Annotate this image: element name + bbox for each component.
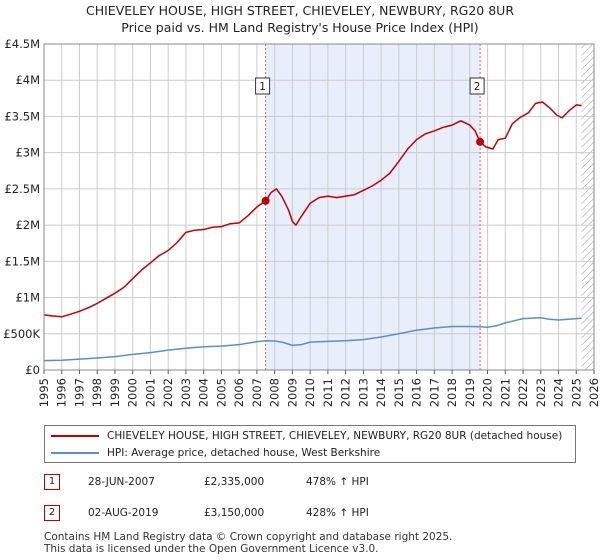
legend-label-property: CHIEVELEY HOUSE, HIGH STREET, CHIEVELEY,… <box>107 430 563 442</box>
footer-line2: This data is licensed under the Open Gov… <box>44 543 379 555</box>
x-tick-label: 2021 <box>498 378 512 407</box>
sale-badge: 1 <box>44 474 60 490</box>
y-tick-label: £1.5M <box>4 254 40 268</box>
y-tick-label: £4.5M <box>4 37 40 51</box>
x-tick-label: 2011 <box>321 378 335 407</box>
sale-hpi-change: 428% ↑ HPI <box>306 507 369 519</box>
legend: CHIEVELEY HOUSE, HIGH STREET, CHIEVELEY,… <box>44 425 576 463</box>
y-tick-label: £4M <box>15 73 40 87</box>
x-tick-label: 1999 <box>108 378 122 407</box>
x-tick-label: 2013 <box>356 378 370 407</box>
y-tick-label: £1M <box>15 291 40 305</box>
chart-title: CHIEVELEY HOUSE, HIGH STREET, CHIEVELEY,… <box>0 2 600 36</box>
y-tick-label: £2.5M <box>4 182 40 196</box>
sale-price: £2,335,000 <box>204 476 265 488</box>
sale-price: £3,150,000 <box>204 507 265 519</box>
x-tick-label: 2024 <box>552 378 566 407</box>
x-tick-label: 2015 <box>392 378 406 407</box>
y-tick-label: £2M <box>15 218 40 232</box>
x-tick-label: 2022 <box>516 378 530 407</box>
sale-marker-label: 2 <box>474 81 481 93</box>
x-tick-label: 2008 <box>268 378 282 407</box>
x-tick-label: 2023 <box>534 378 548 407</box>
plot-border <box>43 43 595 371</box>
y-tick-label: £3.5M <box>4 109 40 123</box>
x-tick-label: 2005 <box>214 378 228 407</box>
x-tick-label: 2007 <box>250 378 264 407</box>
x-tick-label: 2001 <box>143 378 157 407</box>
x-tick-label: 2003 <box>179 378 193 407</box>
x-tick-label: 2002 <box>161 378 175 407</box>
x-tick-label: 2000 <box>126 378 140 407</box>
x-tick-label: 2016 <box>410 378 424 407</box>
price-chart: 1 2 £0 £500K £1M £1.5M £2M £2.5M £3M £3.5M £4M £4.… <box>3 37 600 407</box>
sale-marker-box <box>255 77 271 95</box>
legend-swatch-property <box>51 435 99 437</box>
x-tick-label: 2012 <box>339 378 353 407</box>
x-tick-label: 1996 <box>55 378 69 407</box>
x-tick-label: 2017 <box>427 378 441 407</box>
footer: Contains HM Land Registry data © Crown c… <box>44 531 452 555</box>
sale-hpi-change: 478% ↑ HPI <box>306 476 369 488</box>
legend-label-hpi: HPI: Average price, detached house, West… <box>107 447 381 459</box>
x-tick-label: 2009 <box>285 378 299 407</box>
legend-swatch-hpi <box>51 452 99 454</box>
footer-line1: Contains HM Land Registry data © Crown c… <box>44 531 453 543</box>
hatch-area <box>581 44 594 370</box>
x-tick-label: 1995 <box>37 378 51 407</box>
y-tick-label: £500K <box>3 327 40 341</box>
sale-marker-label: 1 <box>259 81 266 93</box>
y-tick-label: £0 <box>25 363 40 377</box>
legend-item-property: CHIEVELEY HOUSE, HIGH STREET, CHIEVELEY,… <box>51 428 562 444</box>
x-tick-label: 2010 <box>303 378 317 407</box>
hpi-line <box>43 317 582 362</box>
x-tick-label: 2019 <box>463 378 477 407</box>
x-tick-label: 1997 <box>72 378 86 407</box>
chart-title-line1: CHIEVELEY HOUSE, HIGH STREET, CHIEVELEY,… <box>85 3 515 18</box>
y-tick-label: £3M <box>15 146 40 160</box>
sale-date: 02-AUG-2019 <box>88 507 159 519</box>
chart-title-line2: Price paid vs. HM Land Registry's House … <box>121 20 479 35</box>
sale-point <box>261 196 270 205</box>
property-price-line <box>43 101 582 318</box>
sale-point <box>476 137 485 146</box>
highlight-band <box>265 44 481 370</box>
sale-badge: 2 <box>44 505 60 521</box>
x-tick-label: 2026 <box>587 378 600 407</box>
sale-marker-box <box>469 77 485 95</box>
x-tick-label: 2006 <box>232 378 246 407</box>
sale-date: 28-JUN-2007 <box>88 476 155 488</box>
x-tick-label: 2018 <box>445 378 459 407</box>
x-tick-label: 2014 <box>374 378 388 407</box>
x-tick-label: 1998 <box>90 378 104 407</box>
legend-item-hpi: HPI: Average price, detached house, West… <box>51 445 380 461</box>
x-tick-label: 2004 <box>197 378 211 407</box>
x-tick-label: 2020 <box>481 378 495 407</box>
x-tick-label: 2025 <box>569 378 583 407</box>
